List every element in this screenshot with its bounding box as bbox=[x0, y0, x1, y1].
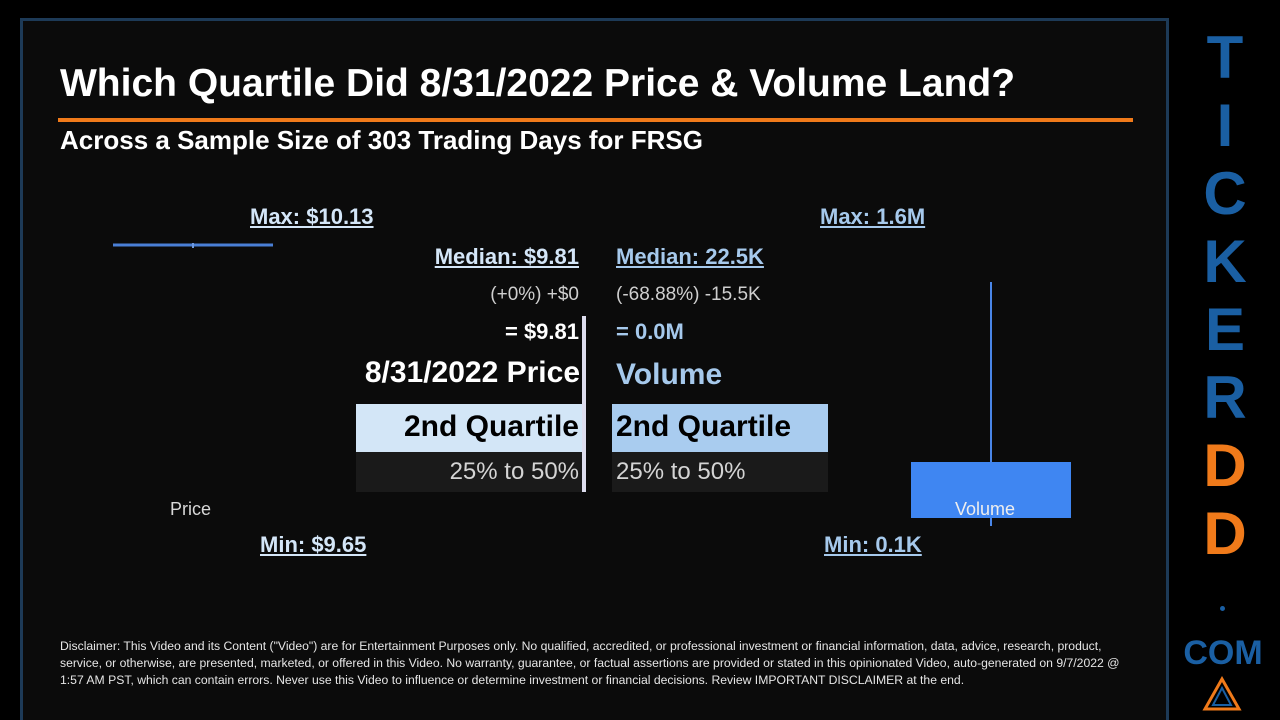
price-date-label: 8/31/2022 Price bbox=[364, 356, 580, 389]
brand-letter-4: K bbox=[1203, 228, 1247, 295]
column-divider bbox=[582, 316, 586, 492]
price-equals-label: = $9.81 bbox=[504, 319, 579, 344]
brand-com: COM bbox=[1183, 634, 1263, 672]
volume-box bbox=[911, 462, 1071, 518]
price-change-label: (+0%) +$0 bbox=[490, 284, 579, 305]
brand-letter-5: E bbox=[1204, 296, 1246, 363]
volume-title-label: Volume bbox=[616, 358, 723, 391]
volume-quartile-label: 2nd Quartile bbox=[616, 410, 792, 443]
brand-letter-3: C bbox=[1203, 160, 1247, 227]
slide-subtitle: Across a Sample Size of 303 Trading Days… bbox=[60, 125, 703, 155]
brand-letter-2: I bbox=[1216, 92, 1234, 159]
price-median-label: Median: $9.81 bbox=[434, 244, 579, 269]
volume-axis-label: Volume bbox=[955, 499, 1016, 519]
volume-quartile-box: 2nd Quartile bbox=[612, 404, 828, 452]
price-date-label-clip: 8/31/2022 Price bbox=[340, 356, 580, 396]
price-range-label: 25% to 50% bbox=[449, 458, 579, 485]
slide-frame bbox=[20, 18, 1169, 720]
brand-letter-1: T bbox=[1206, 24, 1244, 91]
volume-equals-label: = 0.0M bbox=[616, 319, 684, 344]
price-quartile-box: 2nd Quartile bbox=[356, 404, 583, 452]
price-axis-label: Price bbox=[170, 499, 212, 519]
volume-range-label: 25% to 50% bbox=[616, 458, 746, 485]
volume-range-box: 25% to 50% bbox=[612, 452, 828, 492]
price-max-label: Max: $10.13 bbox=[250, 204, 374, 229]
warning-triangle-icon bbox=[1202, 676, 1242, 711]
disclaimer-text: Disclaimer: This Video and its Content (… bbox=[60, 639, 1120, 687]
price-min-label: Min: $9.65 bbox=[260, 532, 367, 557]
brand-dot bbox=[1220, 606, 1225, 611]
slide-title: Which Quartile Did 8/31/2022 Price & Vol… bbox=[60, 62, 1016, 105]
brand-letter-7: D bbox=[1203, 432, 1247, 499]
price-quartile-label: 2nd Quartile bbox=[403, 410, 579, 443]
volume-change-label: (-68.88%) -15.5K bbox=[616, 284, 761, 305]
volume-min-label: Min: 0.1K bbox=[824, 532, 922, 557]
volume-max-label: Max: 1.6M bbox=[820, 204, 926, 229]
brand-letter-6: R bbox=[1203, 364, 1247, 431]
brand-letter-8: D bbox=[1203, 500, 1247, 567]
volume-median-label: Median: 22.5K bbox=[616, 244, 764, 269]
title-underline-rule bbox=[58, 118, 1133, 122]
price-range-box: 25% to 50% bbox=[356, 452, 583, 492]
